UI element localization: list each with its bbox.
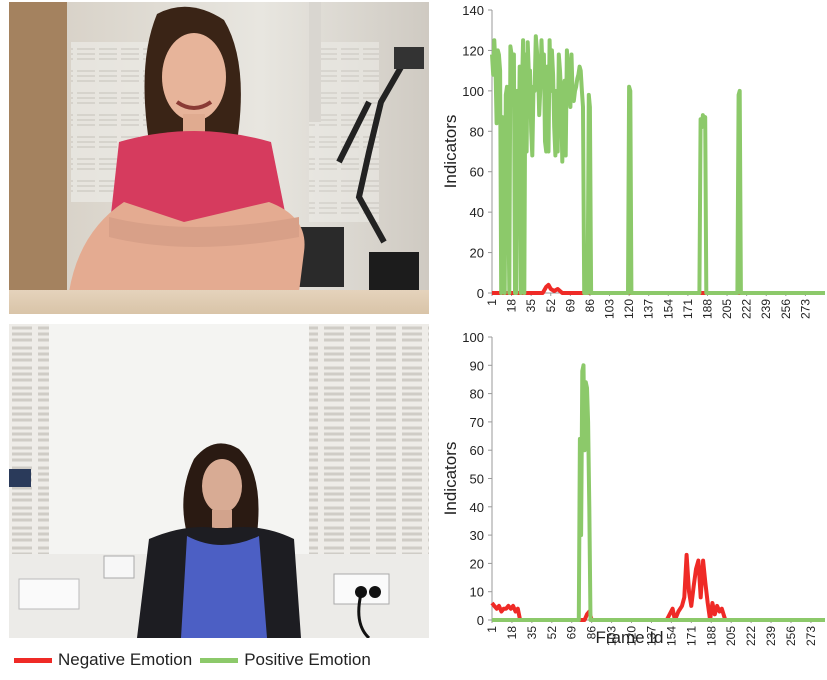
video-frame-bottom-image xyxy=(9,324,429,638)
x-tick-label: 239 xyxy=(759,299,773,319)
x-tick-label: 205 xyxy=(724,626,738,646)
y-tick-label: 0 xyxy=(477,286,484,301)
y-tick-label: 80 xyxy=(470,124,484,139)
x-tick-label: 222 xyxy=(740,299,754,319)
x-tick-label: 171 xyxy=(681,299,695,319)
video-frame-top xyxy=(9,2,429,314)
x-tick-label: 256 xyxy=(779,299,793,319)
x-tick-label: 239 xyxy=(764,626,778,646)
x-tick-label: 205 xyxy=(720,299,734,319)
x-tick-label: 222 xyxy=(744,626,758,646)
x-tick-label: 171 xyxy=(684,626,698,646)
legend-swatch-positive xyxy=(200,657,239,663)
x-tick-label: 120 xyxy=(622,299,636,319)
video-frame-bottom xyxy=(9,324,429,638)
y-axis-title: Indicators xyxy=(441,115,460,189)
x-tick-label: 273 xyxy=(798,299,812,319)
series-line-positive-emotion xyxy=(490,34,825,295)
x-tick-label: 86 xyxy=(583,299,597,313)
x-tick-label: 52 xyxy=(545,626,559,640)
y-tick-label: 20 xyxy=(470,556,484,571)
x-tick-label: 256 xyxy=(784,626,798,646)
chart-bottom-svg: 0 10 20 30 40 50 60 70 80 90 100 Indicators 1 18 35 52 6… xyxy=(441,330,825,646)
x-tick-label: 1 xyxy=(485,299,499,306)
y-tick-label: 120 xyxy=(462,43,484,58)
legend-label-positive: Positive Emotion xyxy=(244,650,371,669)
y-tick-label: 100 xyxy=(462,84,484,99)
x-tick-label: 35 xyxy=(525,626,539,640)
y-tick-label: 60 xyxy=(470,165,484,180)
video-frame-top-image xyxy=(9,2,429,314)
x-tick-label: 154 xyxy=(664,626,678,646)
x-tick-label: 103 xyxy=(603,299,617,319)
x-tick-label: 52 xyxy=(544,299,558,313)
y-tick-label: 20 xyxy=(470,246,484,261)
x-tick-label: 35 xyxy=(524,299,538,313)
chart-top: 0 20 40 60 80 100 120 140 Indicators 1 18 35 52 69 86 1… xyxy=(432,0,827,325)
legend: Negative Emotion Positive Emotion xyxy=(14,646,379,674)
y-axis-title: Indicators xyxy=(441,442,460,516)
y-tick-label: 40 xyxy=(470,205,484,220)
y-tick-label: 0 xyxy=(477,613,484,628)
x-tick-label: 273 xyxy=(804,626,818,646)
y-tick-label: 50 xyxy=(470,472,484,487)
x-tick-label: 18 xyxy=(505,299,519,313)
x-tick-label: 1 xyxy=(485,626,499,633)
series-line-positive-emotion xyxy=(492,363,825,622)
x-tick-label: 86 xyxy=(585,626,599,640)
legend-item-positive: Positive Emotion xyxy=(200,650,371,670)
x-tick-label: 137 xyxy=(644,626,658,646)
series-line-negative-emotion xyxy=(490,552,825,622)
y-tick-label: 100 xyxy=(462,330,484,345)
y-tick-label: 80 xyxy=(470,387,484,402)
y-tick-label: 60 xyxy=(470,443,484,458)
y-tick-label: 90 xyxy=(470,358,484,373)
y-tick-label: 30 xyxy=(470,528,484,543)
x-tick-label: 120 xyxy=(625,626,639,646)
y-tick-label: 140 xyxy=(462,3,484,18)
x-tick-label: 69 xyxy=(563,299,577,313)
chart-top-svg: 0 20 40 60 80 100 120 140 Indicators 1 18 35 52 69 86 1… xyxy=(441,3,825,319)
x-tick-label: 188 xyxy=(700,299,714,319)
x-tick-label: 103 xyxy=(605,626,619,646)
x-tick-label: 137 xyxy=(642,299,656,319)
legend-swatch-negative xyxy=(14,657,52,663)
y-tick-label: 40 xyxy=(470,500,484,515)
y-tick-label: 70 xyxy=(470,415,484,430)
x-axis-title: Frame Id xyxy=(595,628,664,647)
x-tick-label: 154 xyxy=(661,299,675,319)
y-tick-label: 10 xyxy=(470,585,484,600)
legend-item-negative: Negative Emotion xyxy=(14,650,192,670)
x-tick-label: 69 xyxy=(565,626,579,640)
x-tick-label: 188 xyxy=(704,626,718,646)
x-tick-label: 18 xyxy=(505,626,519,640)
chart-bottom: 0 10 20 30 40 50 60 70 80 90 100 Indicators 1 18 35 52 6… xyxy=(432,328,827,658)
legend-label-negative: Negative Emotion xyxy=(58,650,193,669)
